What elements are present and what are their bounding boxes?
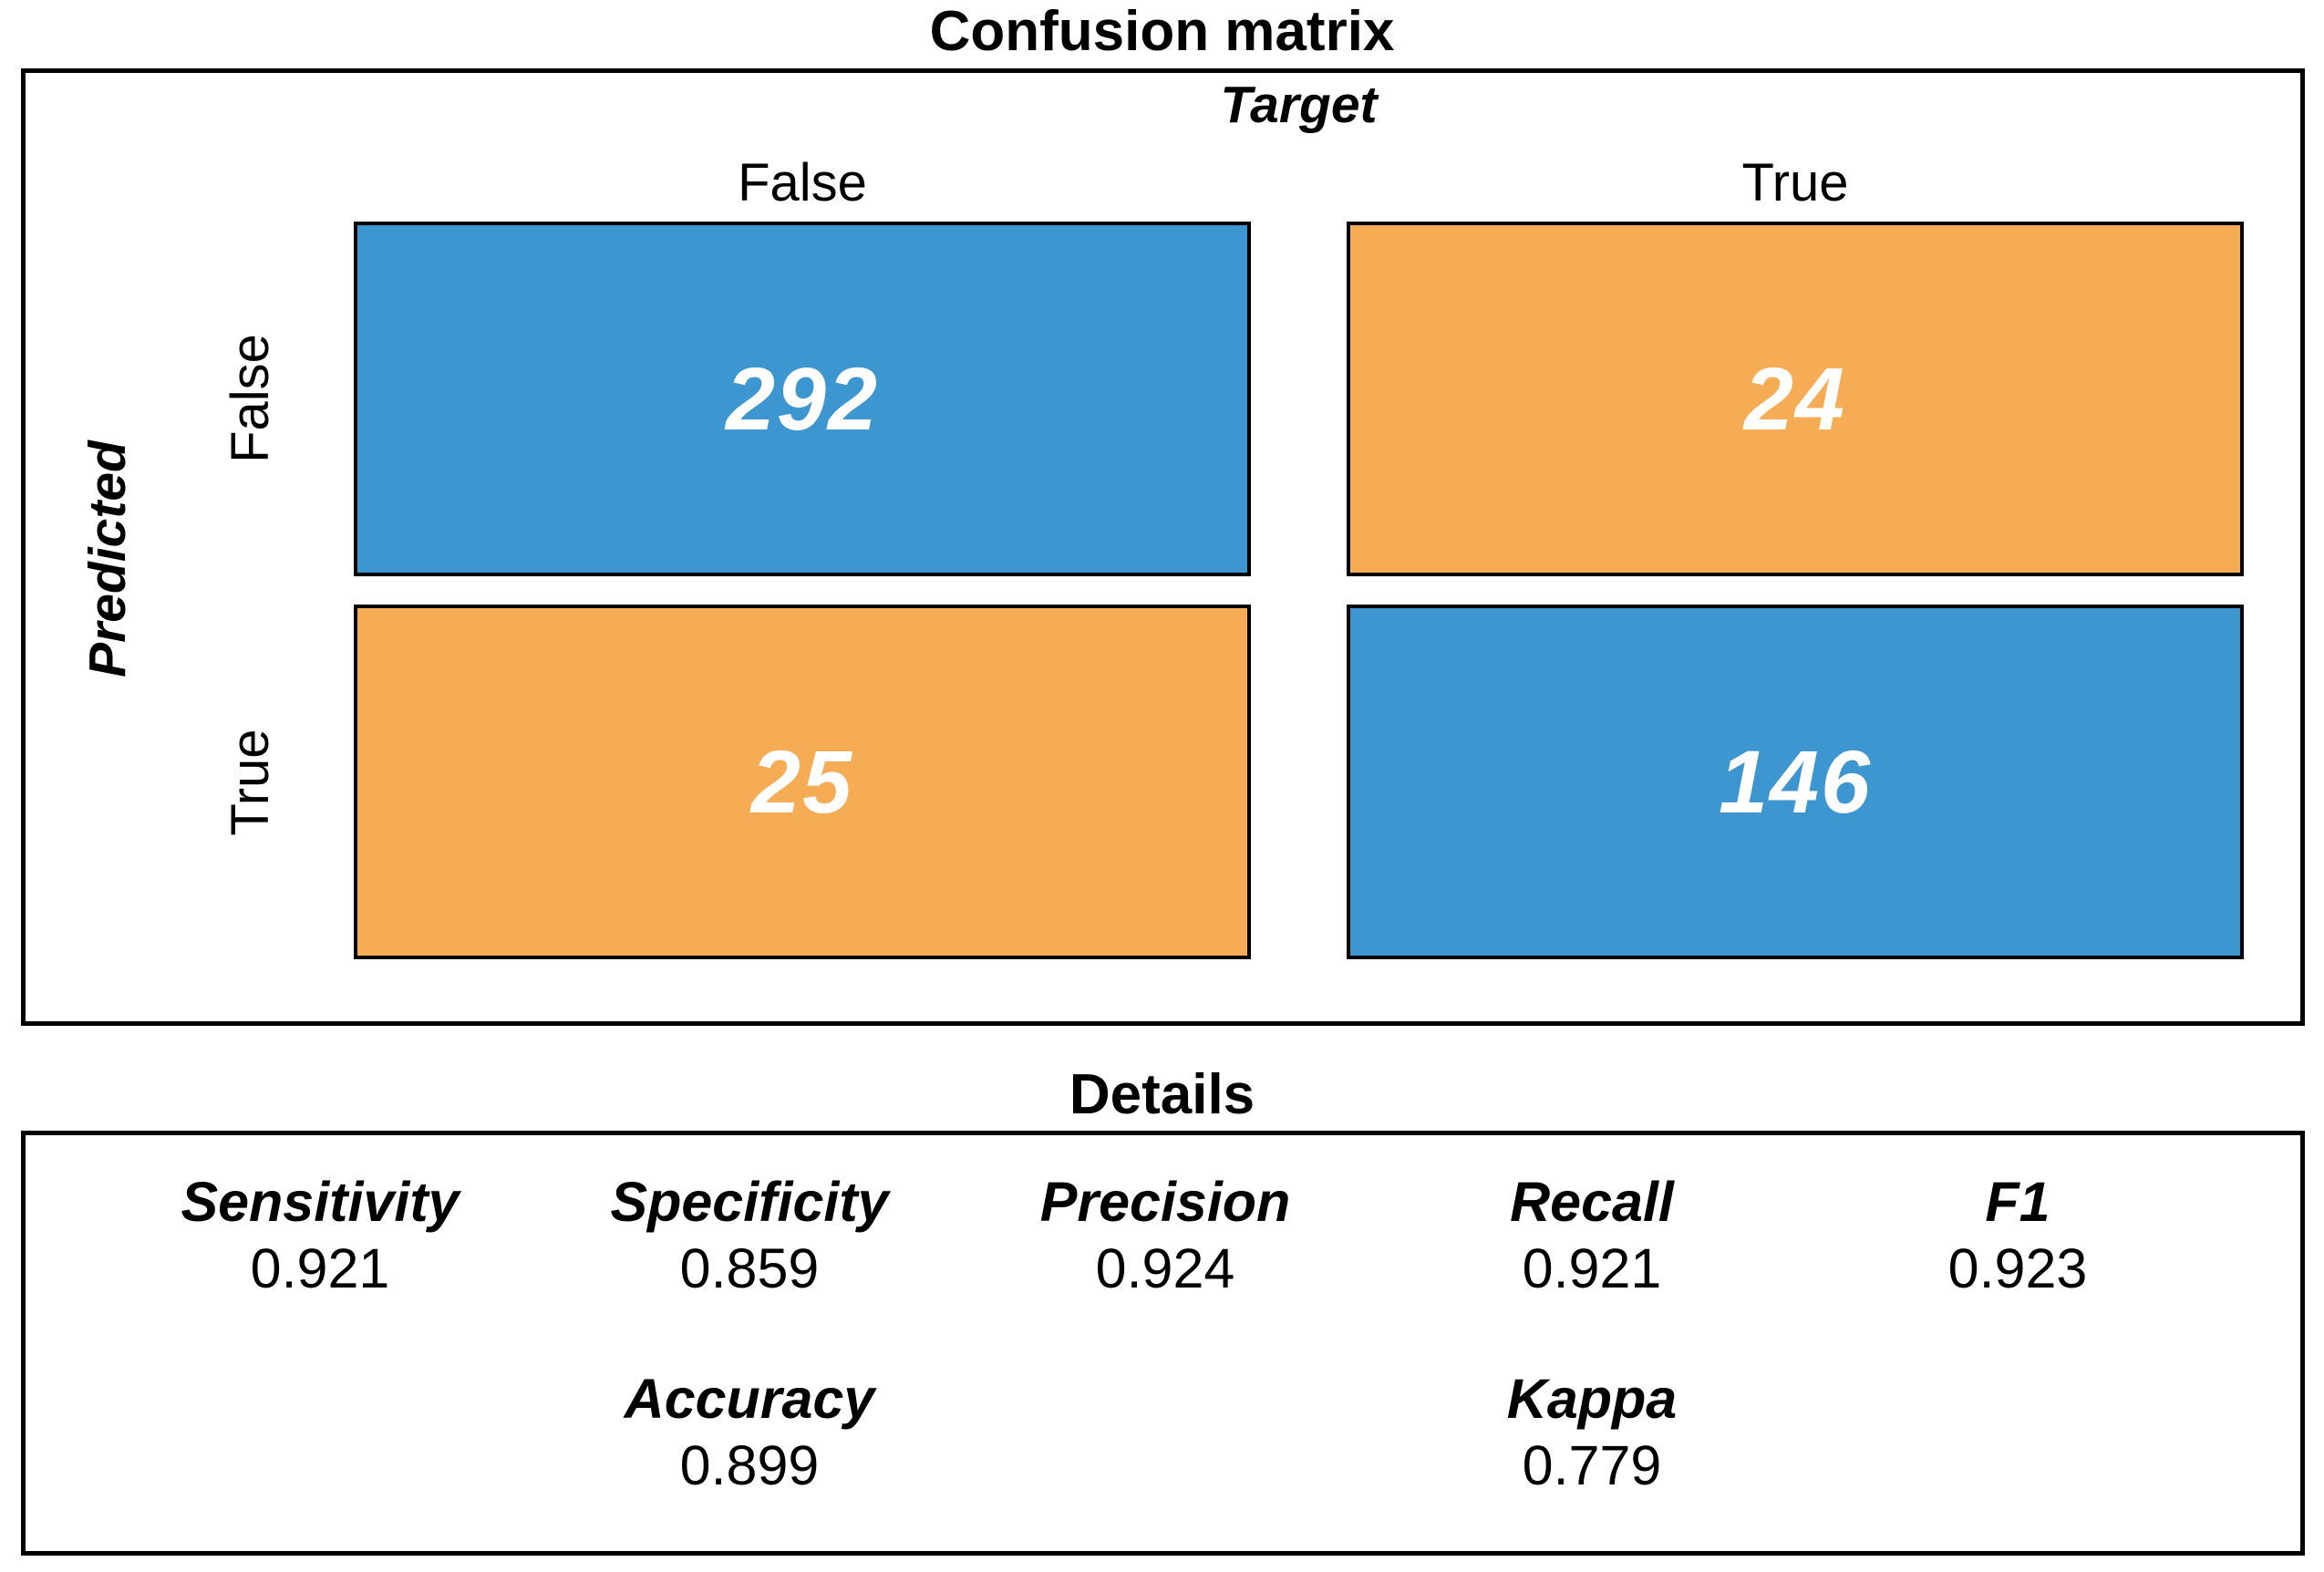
metric-specificity: Specificity 0.859 xyxy=(540,1169,959,1302)
details-panel xyxy=(21,1131,2305,1556)
metric-value: 0.921 xyxy=(250,1237,390,1299)
cell-value-true-positive: 146 xyxy=(1719,731,1872,832)
col-header-false: False xyxy=(738,153,867,212)
metric-sensitivity: Sensitivity 0.921 xyxy=(110,1169,530,1302)
metric-label: Recall xyxy=(1510,1171,1674,1233)
metric-label: F1 xyxy=(1985,1171,2050,1233)
metric-precision: Precision 0.924 xyxy=(955,1169,1375,1302)
figure-title: Confusion matrix xyxy=(929,0,1395,63)
metric-label: Specificity xyxy=(610,1171,889,1233)
target-axis-label: Target xyxy=(1220,76,1378,134)
details-title: Details xyxy=(1069,1063,1255,1126)
metric-label: Sensitivity xyxy=(181,1171,460,1233)
predicted-axis-label: Predicted xyxy=(78,440,137,677)
metric-value: 0.899 xyxy=(679,1434,820,1496)
metric-kappa: Kappa 0.779 xyxy=(1382,1366,1802,1499)
metric-value: 0.924 xyxy=(1095,1237,1235,1299)
metric-label: Kappa xyxy=(1506,1368,1678,1430)
cell-predicted-true-target-false: 25 xyxy=(354,605,1251,959)
cell-predicted-false-target-false: 292 xyxy=(354,222,1251,576)
cell-predicted-true-target-true: 146 xyxy=(1347,605,2244,959)
row-header-true: True xyxy=(221,729,280,836)
metric-accuracy: Accuracy 0.899 xyxy=(540,1366,959,1499)
cell-predicted-false-target-true: 24 xyxy=(1347,222,2244,576)
metric-value: 0.921 xyxy=(1522,1237,1662,1299)
cell-value-true-negative: 292 xyxy=(726,348,879,449)
metric-label: Accuracy xyxy=(624,1368,875,1430)
metric-label: Precision xyxy=(1039,1171,1291,1233)
metric-value: 0.859 xyxy=(679,1237,820,1299)
col-header-true: True xyxy=(1741,153,1849,212)
metric-value: 0.923 xyxy=(1947,1237,2088,1299)
cell-value-false-positive: 25 xyxy=(751,731,853,832)
metric-recall: Recall 0.921 xyxy=(1382,1169,1802,1302)
metric-f1: F1 0.923 xyxy=(1808,1169,2227,1302)
row-header-false: False xyxy=(221,334,280,463)
cell-value-false-negative: 24 xyxy=(1744,348,1846,449)
metric-value: 0.779 xyxy=(1522,1434,1662,1496)
